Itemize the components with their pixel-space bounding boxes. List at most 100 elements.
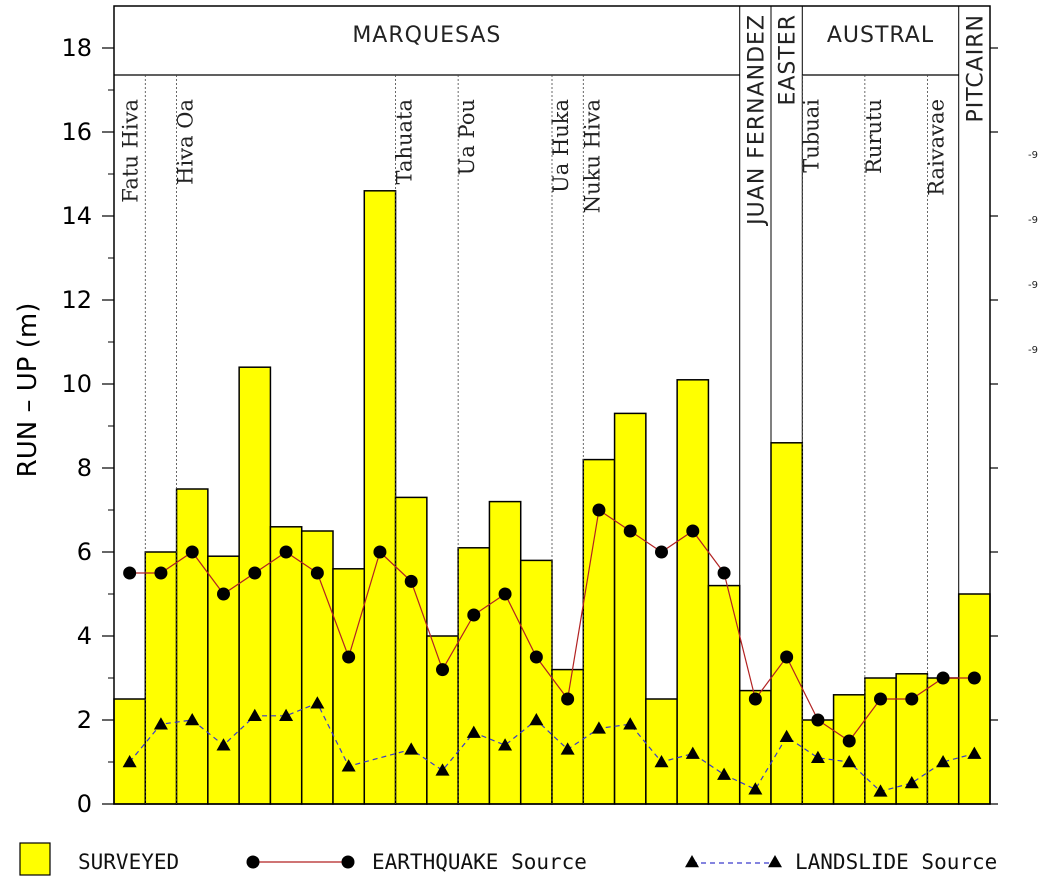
island-labels-layer: Fatu Hiva Hiva Oa Tahuata Ua Pou Ua Huka Nuku…: [118, 75, 948, 804]
surveyed-bar: [238, 366, 272, 805]
island-label: Raivavae: [924, 99, 948, 196]
landslide-point: [717, 767, 732, 780]
stray-label: -9: [1028, 215, 1038, 226]
island-label: Hiva Oa: [174, 99, 198, 185]
stray-label: -9: [1028, 280, 1038, 291]
earthquake-point: [342, 650, 356, 664]
region-label: PITCAIRN: [963, 14, 988, 123]
landslide-point: [967, 746, 982, 759]
y-axis: 0 2 4 6 8 10 12 14 16 18 RUN – UP (m): [13, 34, 998, 818]
surveyed-bar: [394, 496, 428, 805]
surveyed-bar: [426, 635, 459, 805]
earthquake-point: [686, 524, 700, 538]
landslide-point: [685, 746, 700, 759]
stray-label: -9: [1028, 345, 1038, 356]
y-tick-label: 4: [77, 622, 92, 650]
y-tick-label: 18: [61, 34, 92, 62]
y-axis-label: RUN – UP (m): [13, 303, 43, 478]
earthquake-point: [623, 524, 637, 538]
surveyed-bar: [113, 698, 147, 805]
y-tick-label: 6: [77, 538, 92, 566]
landslide-point: [591, 721, 606, 734]
bars-layer: [113, 190, 991, 805]
landslide-point: [842, 755, 857, 768]
earthquake-point: [404, 574, 418, 588]
landslide-point: [435, 763, 450, 776]
y-tick-label: 14: [61, 202, 92, 230]
y-tick-label: 12: [61, 286, 92, 314]
island-label: Ua Huka: [549, 99, 573, 193]
landslide-series: [122, 696, 982, 797]
region-label: EASTER: [776, 14, 801, 106]
legend-earthquake-marker: [246, 855, 260, 869]
earthquake-point: [905, 692, 919, 706]
y-tick-label: 16: [61, 118, 92, 146]
surveyed-bar: [645, 698, 678, 805]
earthquake-point: [811, 713, 825, 727]
earthquake-point: [498, 587, 512, 601]
legend-earthquake-label: EARTHQUAKE Source: [372, 850, 587, 874]
earthquake-point: [123, 566, 137, 580]
surveyed-bar: [551, 668, 585, 805]
y-tick-label: 8: [77, 454, 92, 482]
regions-layer: MARQUESAS JUAN FERNANDEZ EASTER AUSTRAL PITC…: [114, 6, 988, 804]
legend-surveyed-swatch: [19, 842, 51, 876]
legend: SURVEYED EARTHQUAKE Source LANDSLIDE Sourc…: [19, 842, 997, 876]
earthquake-point: [248, 566, 262, 580]
landslide-point: [904, 776, 919, 789]
landslide-point: [247, 708, 262, 722]
earthquake-point: [467, 608, 481, 622]
legend-earthquake-marker: [341, 855, 355, 869]
surveyed-bar: [832, 694, 866, 805]
landslide-point: [279, 708, 294, 722]
region-label: AUSTRAL: [827, 23, 934, 48]
surveyed-bar: [363, 190, 397, 805]
landslide-point: [779, 729, 794, 743]
earthquake-series: [123, 503, 981, 748]
earthquake-point: [780, 650, 794, 664]
landslide-point: [529, 713, 544, 726]
landslide-point: [498, 738, 513, 751]
surveyed-bar: [926, 677, 960, 805]
surveyed-bar: [770, 442, 804, 805]
earthquake-point: [842, 734, 856, 748]
landslide-point: [810, 750, 825, 764]
surveyed-bar: [269, 526, 303, 805]
surveyed-bar: [488, 500, 522, 805]
stray-labels: -9 -9 -9 -9: [1028, 150, 1038, 356]
landslide-point: [341, 759, 356, 772]
earthquake-point: [592, 503, 606, 517]
region-label: MARQUESAS: [352, 23, 501, 48]
earthquake-line: [129, 508, 975, 742]
legend-landslide-label: LANDSLIDE Source: [795, 850, 997, 874]
island-label: Nuku Hiva: [580, 99, 604, 213]
surveyed-bar: [676, 379, 710, 805]
landslide-point: [310, 696, 325, 709]
legend-surveyed-label: SURVEYED: [78, 850, 179, 874]
y-tick-label: 2: [77, 706, 92, 734]
earthquake-point: [655, 545, 668, 559]
legend-landslide-marker: [768, 855, 782, 868]
surveyed-bar: [519, 559, 553, 805]
earthquake-point: [373, 545, 387, 559]
earthquake-point: [874, 692, 887, 706]
earthquake-point: [217, 587, 230, 601]
surveyed-bar: [457, 547, 491, 805]
earthquake-point: [529, 650, 543, 664]
landslide-point: [404, 742, 419, 755]
earthquake-point: [967, 671, 981, 685]
landslide-point: [873, 784, 888, 797]
landslide-point: [185, 713, 200, 726]
earthquake-point: [185, 545, 199, 559]
earthquake-point: [310, 566, 324, 580]
y-tick-label: 0: [77, 790, 92, 818]
landslide-point: [748, 782, 763, 795]
landslide-point: [654, 755, 669, 768]
earthquake-point: [436, 663, 449, 677]
region-label: JUAN FERNANDEZ: [744, 14, 769, 227]
earthquake-point: [561, 692, 575, 706]
stray-label: -9: [1028, 150, 1038, 161]
landslide-point: [466, 725, 481, 738]
y-tick-label: 10: [61, 370, 92, 398]
